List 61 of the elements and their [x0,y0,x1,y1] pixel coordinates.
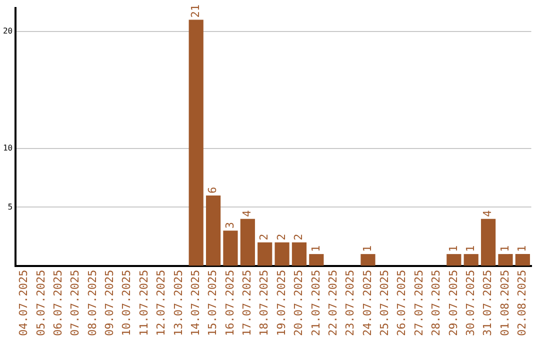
data-label: 1 [498,245,512,252]
x-tick-label: 18.07.2025 [258,270,271,336]
bar [274,242,290,266]
x-tick-label: 24.07.2025 [360,270,374,336]
data-label: 2 [258,234,271,240]
data-label: 6 [206,186,220,194]
data-label: 1 [446,245,460,252]
x-tick-label: 20.07.2025 [292,270,306,336]
data-label: 1 [360,245,374,252]
x-tick-label: 27.07.2025 [412,270,426,336]
x-tick-label: 30.07.2025 [464,270,477,336]
data-label: 2 [274,234,288,240]
x-tick-label: 25.07.2025 [378,270,392,336]
x-tick-label: 02.08.2025 [516,270,529,336]
data-label: 3 [223,222,236,229]
bar [223,230,238,266]
y-tick-label: 20 [2,26,13,36]
bar [309,254,324,266]
data-label: 1 [464,245,477,252]
bar [480,218,496,266]
bar [188,20,204,266]
x-tick-label: 06.07.2025 [51,270,64,336]
x-tick-label: 29.07.2025 [446,270,460,336]
x-tick-label: 15.07.2025 [206,270,220,336]
x-tick-label: 22.07.2025 [326,270,340,336]
bar [206,195,221,266]
y-tick-label: 10 [2,144,13,153]
x-tick-label: 17.07.2025 [240,270,254,336]
x-tick-label: 01.08.2025 [498,270,512,336]
data-label: 4 [481,210,494,217]
x-tick-label: 31.07.2025 [481,270,494,336]
x-tick-label: 08.07.2025 [86,270,99,336]
x-tick-label: 11.07.2025 [137,270,150,336]
data-label: 1 [516,245,529,252]
bar [446,254,462,266]
x-tick-label: 28.07.2025 [430,270,443,336]
bar [360,254,376,266]
data-label: 4 [240,210,254,217]
bar [464,254,478,266]
x-tick-label: 23.07.2025 [344,270,357,336]
bar [258,242,272,266]
x-tick-label: 16.07.2025 [223,270,236,336]
x-tick-label: 09.07.2025 [103,270,116,336]
x-tick-label: 21.07.2025 [309,270,322,336]
bar [240,218,255,266]
data-label: 2 [292,234,306,240]
x-tick-label: 04.07.2025 [17,270,30,336]
bar [292,242,307,266]
x-tick-label: 07.07.2025 [68,270,82,336]
x-tick-label: 12.07.2025 [154,270,168,336]
x-tick-label: 05.07.2025 [34,270,48,336]
data-label: 1 [309,245,322,252]
y-tick-label: 5 [8,202,13,212]
data-label: 21 [188,4,202,18]
x-tick-label: 10.07.2025 [120,270,134,336]
x-tick-label: 13.07.2025 [172,270,185,336]
x-tick-label: 14.07.2025 [188,270,202,336]
x-tick-label: 26.07.2025 [395,270,408,336]
x-tick-label: 19.07.2025 [274,270,288,336]
bar [498,254,513,266]
bar [515,254,530,266]
